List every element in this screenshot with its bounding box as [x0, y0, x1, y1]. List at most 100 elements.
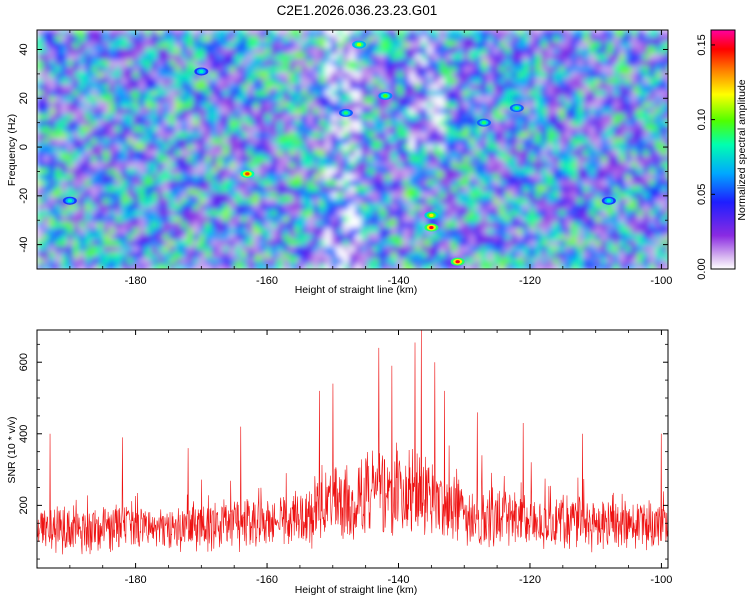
heatmap-cell [583, 246, 589, 252]
heatmap-cell [283, 204, 289, 210]
heatmap-cell [457, 132, 463, 138]
heatmap-cell [331, 150, 337, 156]
heatmap-cell [121, 48, 127, 54]
heatmap-cell [79, 78, 85, 84]
heatmap-cell [193, 72, 199, 78]
heatmap-cell [637, 258, 643, 264]
heatmap-cell [313, 54, 319, 60]
heatmap-blob [209, 182, 222, 192]
heatmap-cell [97, 204, 103, 210]
heatmap-cell [85, 60, 91, 66]
heatmap-cell [469, 210, 475, 216]
colorbar: 0.000.050.100.15 Normalized spectral amp… [696, 29, 748, 280]
heatmap-cell [187, 228, 193, 234]
heatmap-cell [583, 84, 589, 90]
heatmap-cell [301, 114, 307, 120]
heatmap-cell [61, 234, 67, 240]
heatmap-cell [331, 126, 337, 132]
heatmap-cell [91, 156, 97, 162]
heatmap-cell [637, 120, 643, 126]
heatmap-cell [55, 234, 61, 240]
heatmap-cell [499, 222, 505, 228]
heatmap-cell [373, 240, 379, 246]
heatmap-cell [55, 216, 61, 222]
heatmap-cell [121, 264, 127, 269]
heatmap-cell [565, 198, 571, 204]
heatmap-cell [559, 162, 565, 168]
heatmap-cell [61, 126, 67, 132]
heatmap-cell [223, 108, 229, 114]
heatmap-cell [517, 222, 523, 228]
heatmap-blob [533, 91, 542, 100]
heatmap-cell [205, 48, 211, 54]
heatmap-cell [139, 120, 145, 126]
heatmap-cell [43, 54, 49, 60]
heatmap-cell [139, 174, 145, 180]
heatmap-cell [361, 60, 367, 66]
heatmap-cell [511, 252, 517, 258]
heatmap-cell [355, 198, 361, 204]
heatmap-cell [523, 30, 529, 36]
heatmap-cell [157, 90, 163, 96]
heatmap-cell [517, 138, 523, 144]
heatmap-cell [313, 144, 319, 150]
heatmap-cell [355, 72, 361, 78]
heatmap-cell [37, 150, 43, 156]
heatmap-cell [643, 48, 649, 54]
heatmap-cell [565, 228, 571, 234]
heatmap-cell [97, 234, 103, 240]
heatmap-cell [349, 84, 355, 90]
heatmap-cell [199, 36, 205, 42]
heatmap-cell [169, 258, 175, 264]
heatmap-cell [127, 60, 133, 66]
heatmap-cell [91, 30, 97, 36]
heatmap-cell [121, 240, 127, 246]
heatmap-cell [103, 60, 109, 66]
heatmap-cell [571, 234, 577, 240]
heatmap-cell [589, 204, 595, 210]
heatmap-cell [343, 174, 349, 180]
heatmap-cell [61, 84, 67, 90]
heatmap-cell [457, 114, 463, 120]
heatmap-cell [469, 246, 475, 252]
heatmap-cell [601, 240, 607, 246]
heatmap-cell [571, 180, 577, 186]
heatmap-cell [181, 126, 187, 132]
heatmap-cell [37, 252, 43, 258]
heatmap-cell [355, 48, 361, 54]
heatmap-cell [193, 222, 199, 228]
heatmap-cell [439, 36, 445, 42]
heatmap-cell [457, 216, 463, 222]
heatmap-cell [355, 192, 361, 198]
heatmap-cell [529, 114, 535, 120]
heatmap-cell [79, 48, 85, 54]
heatmap-cell [619, 108, 625, 114]
heatmap-cell [355, 84, 361, 90]
heatmap-cell [67, 216, 73, 222]
heatmap-cell [601, 108, 607, 114]
heatmap-cell [193, 246, 199, 252]
heatmap-cell [631, 108, 637, 114]
heatmap-cell [151, 90, 157, 96]
heatmap-cell [259, 66, 265, 72]
heatmap-cell [481, 150, 487, 156]
heatmap-cell [469, 114, 475, 120]
heatmap-cell [493, 162, 499, 168]
heatmap-cell [457, 144, 463, 150]
heatmap-blob [287, 178, 304, 188]
heatmap-cell [163, 78, 169, 84]
heatmap-cell [187, 192, 193, 198]
heatmap-cell [583, 258, 589, 264]
heatmap-cell [223, 264, 229, 269]
heatmap-cell [661, 174, 667, 180]
heatmap-cell [619, 210, 625, 216]
heatmap-cell [295, 96, 301, 102]
heatmap-cell [649, 138, 655, 144]
heatmap-cell [595, 252, 601, 258]
heatmap-cell [37, 264, 43, 269]
heatmap-cell [631, 252, 637, 258]
heatmap-cell [553, 252, 559, 258]
heatmap-cell [193, 210, 199, 216]
heatmap-cell [409, 60, 415, 66]
heatmap-cell [55, 264, 61, 269]
